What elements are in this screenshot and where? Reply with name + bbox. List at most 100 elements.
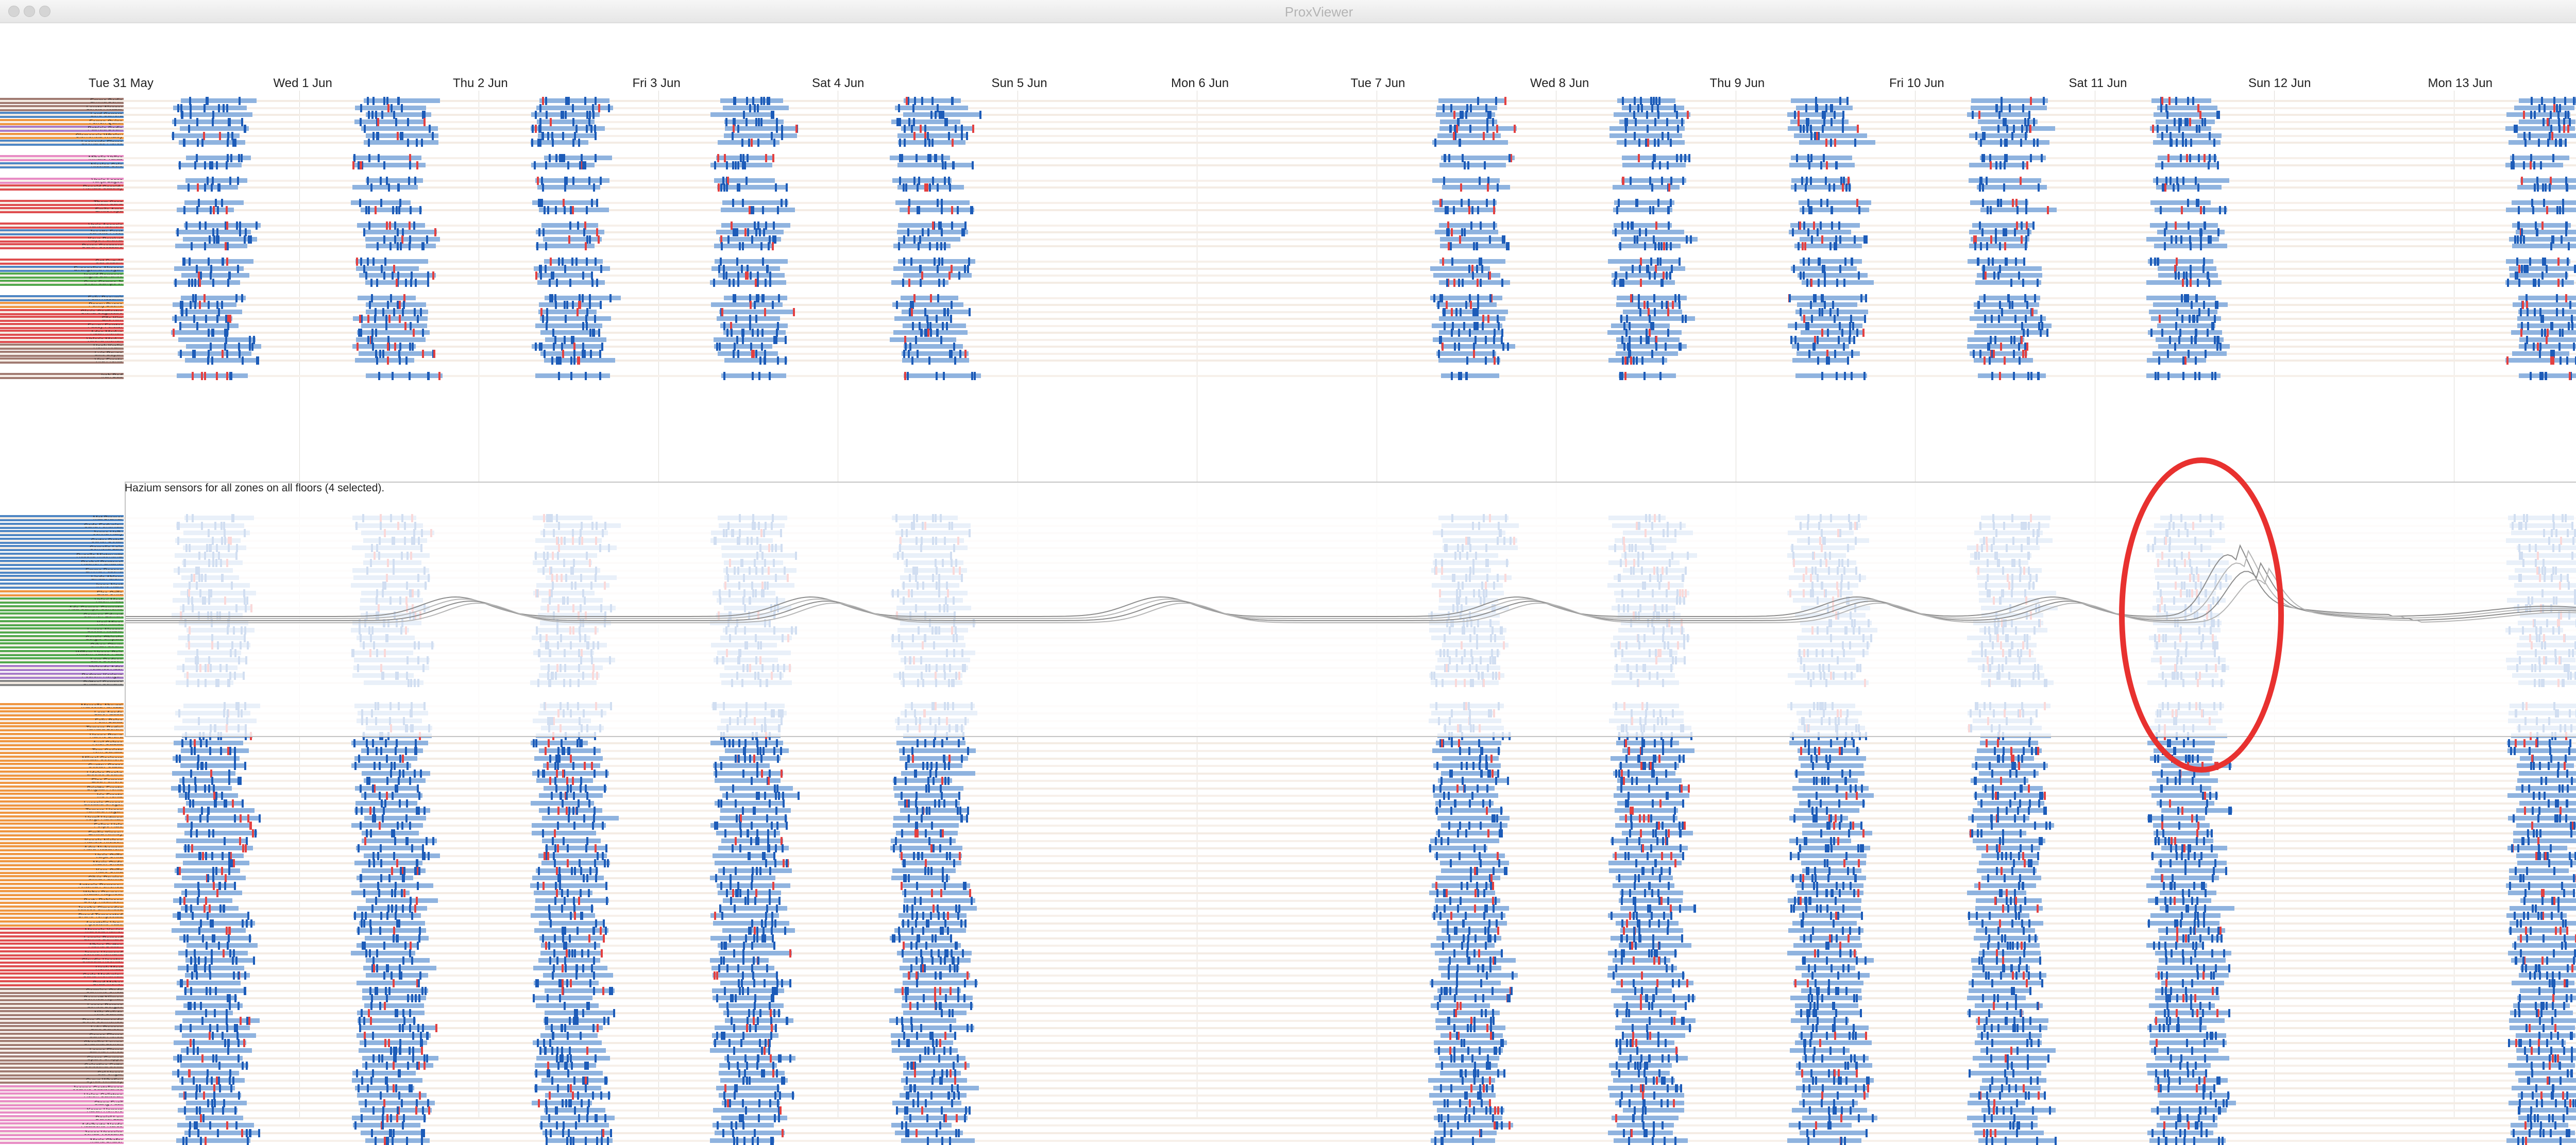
activity-event bbox=[556, 356, 558, 365]
activity-event bbox=[2197, 199, 2199, 207]
activity-event bbox=[237, 177, 239, 185]
activity-event bbox=[924, 739, 926, 747]
activity-event bbox=[2181, 206, 2183, 214]
activity-event bbox=[1489, 271, 1491, 280]
activity-event bbox=[2194, 372, 2196, 380]
activity-event bbox=[545, 747, 547, 755]
activity-event bbox=[432, 132, 434, 140]
activity-event bbox=[1854, 139, 1856, 147]
activity-event bbox=[2556, 308, 2558, 316]
activity-event bbox=[2523, 235, 2525, 244]
activity-event bbox=[581, 739, 583, 747]
activity-event bbox=[1469, 329, 1471, 337]
activity-event bbox=[542, 183, 544, 192]
activity-event bbox=[2557, 279, 2560, 287]
activity-event bbox=[951, 265, 953, 273]
activity-segment bbox=[178, 337, 255, 342]
activity-event bbox=[737, 183, 739, 192]
activity-event bbox=[2167, 154, 2170, 162]
activity-segment bbox=[174, 266, 244, 271]
activity-event bbox=[775, 183, 777, 192]
activity-event bbox=[1622, 97, 1624, 105]
activity-event bbox=[2219, 206, 2221, 214]
activity-event bbox=[546, 322, 548, 330]
activity-event bbox=[560, 356, 562, 365]
activity-event bbox=[2552, 235, 2554, 244]
activity-event bbox=[1991, 372, 1993, 380]
day-label: Mon 6 Jun bbox=[1171, 76, 1229, 91]
activity-event bbox=[1829, 242, 1832, 250]
activity-event bbox=[427, 372, 429, 380]
activity-event bbox=[1986, 242, 1988, 250]
activity-event bbox=[2175, 235, 2177, 244]
activity-event bbox=[585, 372, 587, 380]
activity-event bbox=[609, 294, 612, 302]
activity-event bbox=[1620, 279, 1622, 287]
activity-segment bbox=[2506, 112, 2570, 117]
activity-segment bbox=[1623, 310, 1682, 314]
activity-event bbox=[1651, 183, 1653, 192]
activity-event bbox=[762, 747, 765, 755]
activity-event bbox=[358, 161, 360, 169]
activity-event bbox=[2550, 242, 2552, 250]
activity-event bbox=[1464, 161, 1466, 169]
activity-event bbox=[1794, 183, 1797, 192]
activity-event bbox=[256, 356, 258, 365]
activity-event bbox=[401, 235, 403, 244]
activity-event bbox=[1468, 265, 1470, 273]
activity-event bbox=[1818, 747, 1820, 755]
activity-event bbox=[1453, 111, 1455, 119]
activity-event bbox=[1834, 111, 1836, 119]
activity-event bbox=[551, 356, 553, 365]
activity-event bbox=[221, 301, 223, 309]
activity-event bbox=[194, 279, 196, 287]
activity-event bbox=[2180, 235, 2182, 244]
activity-event bbox=[1643, 739, 1645, 747]
activity-event bbox=[1670, 242, 1672, 250]
activity-event bbox=[1640, 336, 1642, 344]
activity-segment bbox=[1799, 756, 1866, 761]
activity-event bbox=[713, 279, 715, 287]
activity-event bbox=[734, 97, 736, 105]
activity-event bbox=[1685, 315, 1687, 323]
activity-segment bbox=[1792, 344, 1849, 349]
activity-segment bbox=[1439, 163, 1506, 167]
activity-event bbox=[1496, 125, 1498, 133]
activity-event bbox=[367, 258, 369, 266]
activity-segment bbox=[2147, 358, 2206, 363]
activity-event bbox=[947, 308, 949, 316]
activity-event bbox=[924, 329, 926, 337]
activity-event bbox=[410, 279, 412, 287]
activity-event bbox=[1497, 183, 1499, 192]
activity-event bbox=[375, 329, 377, 337]
activity-segment bbox=[352, 344, 416, 349]
activity-event bbox=[1449, 770, 1451, 778]
activity-event bbox=[181, 308, 183, 316]
activity-event bbox=[1628, 770, 1630, 778]
activity-event bbox=[370, 183, 372, 192]
activity-segment bbox=[2151, 316, 2221, 321]
activity-event bbox=[743, 111, 745, 119]
activity-event bbox=[564, 183, 566, 192]
activity-event bbox=[764, 308, 766, 316]
activity-segment bbox=[174, 280, 240, 285]
activity-segment bbox=[894, 316, 952, 321]
activity-event bbox=[1469, 125, 1471, 133]
activity-event bbox=[927, 154, 929, 162]
activity-event bbox=[579, 161, 581, 169]
activity-event bbox=[2569, 372, 2571, 380]
activity-event bbox=[368, 221, 370, 230]
activity-event bbox=[736, 258, 738, 266]
activity-segment bbox=[898, 259, 975, 264]
activity-event bbox=[2013, 372, 2015, 380]
activity-event bbox=[1624, 356, 1626, 365]
activity-event bbox=[417, 315, 419, 323]
activity-event bbox=[2161, 329, 2163, 337]
activity-event bbox=[1462, 279, 1464, 287]
activity-event bbox=[1434, 139, 1436, 147]
activity-event bbox=[368, 206, 370, 214]
activity-event bbox=[598, 329, 600, 337]
activity-event bbox=[401, 132, 403, 140]
activity-segment bbox=[714, 771, 783, 776]
activity-event bbox=[2198, 125, 2200, 133]
